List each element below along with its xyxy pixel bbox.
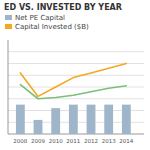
x-tick-label: 2013 xyxy=(102,138,116,144)
line xyxy=(20,64,126,97)
plot-area xyxy=(16,64,131,135)
bar xyxy=(104,105,113,134)
bar xyxy=(87,105,96,134)
title: ED VS. INVESTED BY YEAR xyxy=(4,3,122,12)
y-axis xyxy=(8,40,9,134)
legend-swatch xyxy=(5,15,12,20)
x-tick-label: 2008 xyxy=(13,138,27,144)
x-tick-label: 2011 xyxy=(66,138,80,144)
x-tick-label: 2012 xyxy=(84,138,98,144)
legend-entry: Net PE Capital xyxy=(5,14,65,22)
x-tick-label: 2009 xyxy=(31,138,45,144)
grid-line xyxy=(8,75,144,76)
bar xyxy=(69,105,78,134)
bar xyxy=(34,120,43,134)
legend-entry: Capital Invested ($B) xyxy=(5,23,89,31)
grid-line xyxy=(8,51,144,52)
background xyxy=(0,0,150,150)
x-tick-label: 2014 xyxy=(119,138,133,144)
grid-line xyxy=(8,98,144,99)
line xyxy=(20,85,126,99)
legend-swatch xyxy=(5,24,12,29)
bar xyxy=(16,105,25,134)
legend-label: Net PE Capital xyxy=(15,14,65,22)
bar xyxy=(51,108,60,134)
x-tick-label: 2010 xyxy=(49,138,63,144)
legend-label: Capital Invested ($B) xyxy=(15,23,89,31)
bar xyxy=(122,105,131,134)
